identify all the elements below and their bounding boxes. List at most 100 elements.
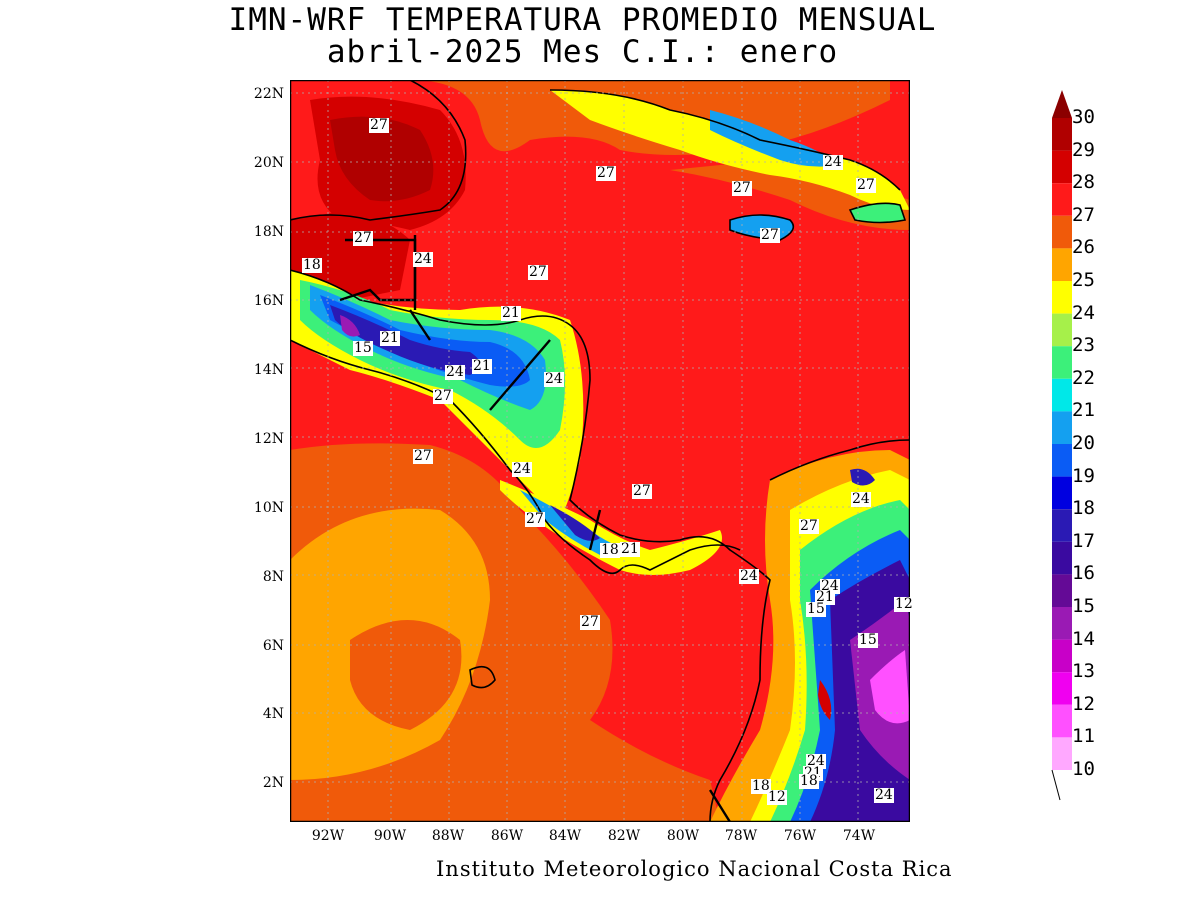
colorbar-arrow xyxy=(1052,90,1072,118)
colorbar-segment xyxy=(1052,378,1072,412)
contour-label: 27 xyxy=(369,117,389,133)
contour-label: 15 xyxy=(353,340,373,356)
lat-label: 14N xyxy=(253,362,284,378)
colorbar-level-label: 24 xyxy=(1072,301,1095,324)
colorbar-level-label: 18 xyxy=(1072,497,1095,520)
contour-label: 24 xyxy=(874,787,894,803)
colorbar-level-label: 12 xyxy=(1072,692,1095,715)
lon-label: 80W xyxy=(666,828,700,844)
contour-label: 24 xyxy=(445,364,465,380)
colorbar-segment xyxy=(1052,346,1072,379)
colorbar-segment xyxy=(1052,248,1072,281)
colorbar-level-label: 23 xyxy=(1072,334,1095,357)
lat-label: 20N xyxy=(253,155,284,171)
colorbar-segment xyxy=(1052,737,1072,770)
colorbar-segment xyxy=(1052,607,1072,640)
contour-label: 24 xyxy=(851,491,871,507)
colorbar-level-label: 21 xyxy=(1072,399,1095,422)
temperature-map xyxy=(290,80,910,822)
contour-label: 27 xyxy=(799,518,819,534)
lon-label: 82W xyxy=(607,828,641,844)
lon-label: 74W xyxy=(842,828,876,844)
lat-label: 16N xyxy=(253,293,284,309)
colorbar-segment xyxy=(1052,704,1072,738)
map-title-line2: abril-2025 Mes C.I.: enero xyxy=(326,34,839,70)
colorbar-level-label: 22 xyxy=(1072,366,1095,389)
contour-label: 27 xyxy=(413,448,433,464)
colorbar-segment xyxy=(1052,215,1072,249)
lon-label: 84W xyxy=(548,828,582,844)
color-scale-bar xyxy=(1051,90,1072,801)
lat-label: 6N xyxy=(262,638,284,654)
contour-label: 21 xyxy=(815,589,835,605)
colorbar-segment xyxy=(1052,509,1072,542)
contour-label: 27 xyxy=(732,180,752,196)
lon-label: 78W xyxy=(724,828,758,844)
lat-label: 4N xyxy=(262,706,284,722)
lon-label: 76W xyxy=(783,828,817,844)
contour-label: 15 xyxy=(806,601,826,617)
colorbar-segment xyxy=(1052,574,1072,607)
lat-label: 22N xyxy=(253,86,284,102)
lat-label: 10N xyxy=(253,500,284,516)
contour-label: 27 xyxy=(525,511,545,527)
contour-label: 18 xyxy=(751,778,771,794)
colorbar-segment xyxy=(1052,444,1072,477)
colorbar-level-label: 26 xyxy=(1072,236,1095,259)
colorbar-segment xyxy=(1052,281,1072,314)
colorbar-level-label: 20 xyxy=(1072,432,1095,454)
contour-label: 27 xyxy=(433,388,453,404)
colorbar-level-label: 29 xyxy=(1072,138,1095,161)
colorbar-level-label: 19 xyxy=(1072,464,1095,487)
contour-label: 27 xyxy=(596,165,616,181)
contour-label: 27 xyxy=(632,483,652,499)
colorbar-level-label: 13 xyxy=(1072,660,1095,683)
contour-label: 12 xyxy=(767,789,787,805)
contour-label: 12 xyxy=(894,596,914,612)
colorbar-level-label: 27 xyxy=(1072,203,1095,226)
contour-label: 24 xyxy=(739,568,759,584)
colorbar-segment xyxy=(1052,313,1072,347)
colorbar-segment xyxy=(1052,150,1072,184)
contour-label: 21 xyxy=(472,358,492,374)
lon-label: 88W xyxy=(431,828,465,844)
colorbar-level-label: 16 xyxy=(1072,562,1095,585)
lat-label: 2N xyxy=(262,775,284,791)
colorbar-segment xyxy=(1052,183,1072,216)
colorbar-level-label: 14 xyxy=(1072,627,1095,650)
lat-label: 8N xyxy=(262,569,284,585)
colorbar-level-label: 10 xyxy=(1072,758,1095,780)
contour-label: 27 xyxy=(528,264,548,280)
lat-label: 12N xyxy=(253,431,284,447)
contour-label: 24 xyxy=(806,753,826,769)
colorbar-segment xyxy=(1052,411,1072,444)
colorbar-segment xyxy=(1052,541,1072,575)
colorbar-level-label: 11 xyxy=(1072,725,1095,748)
lon-label: 90W xyxy=(373,828,407,844)
colorbar-level-label: 15 xyxy=(1072,595,1095,617)
colorbar-segment xyxy=(1052,639,1072,673)
contour-label: 21 xyxy=(380,330,400,346)
contour-label: 21 xyxy=(501,305,521,321)
lat-label: 18N xyxy=(253,224,284,240)
contour-label: 18 xyxy=(302,257,322,273)
lon-label: 86W xyxy=(490,828,524,844)
colorbar-level-label: 30 xyxy=(1072,106,1095,128)
colorbar-segment xyxy=(1052,118,1072,151)
map-title-line1: IMN-WRF TEMPERATURA PROMEDIO MENSUAL xyxy=(228,2,937,38)
contour-label: 18 xyxy=(600,542,620,558)
contour-label: 27 xyxy=(856,177,876,193)
colorbar-level-label: 25 xyxy=(1072,269,1095,291)
contour-label: 24 xyxy=(413,251,433,267)
contour-label: 24 xyxy=(544,371,564,387)
contour-label: 27 xyxy=(353,230,373,246)
colorbar-segment xyxy=(1052,672,1072,705)
credit-text: Instituto Meteorologico Nacional Costa R… xyxy=(436,857,953,881)
contour-label: 15 xyxy=(858,632,878,648)
contour-label: 27 xyxy=(580,614,600,630)
contour-label: 24 xyxy=(512,461,532,477)
colorbar-segment xyxy=(1052,476,1072,510)
colorbar-level-label: 17 xyxy=(1072,529,1095,552)
contour-label: 18 xyxy=(799,773,819,789)
contour-label: 24 xyxy=(823,154,843,170)
